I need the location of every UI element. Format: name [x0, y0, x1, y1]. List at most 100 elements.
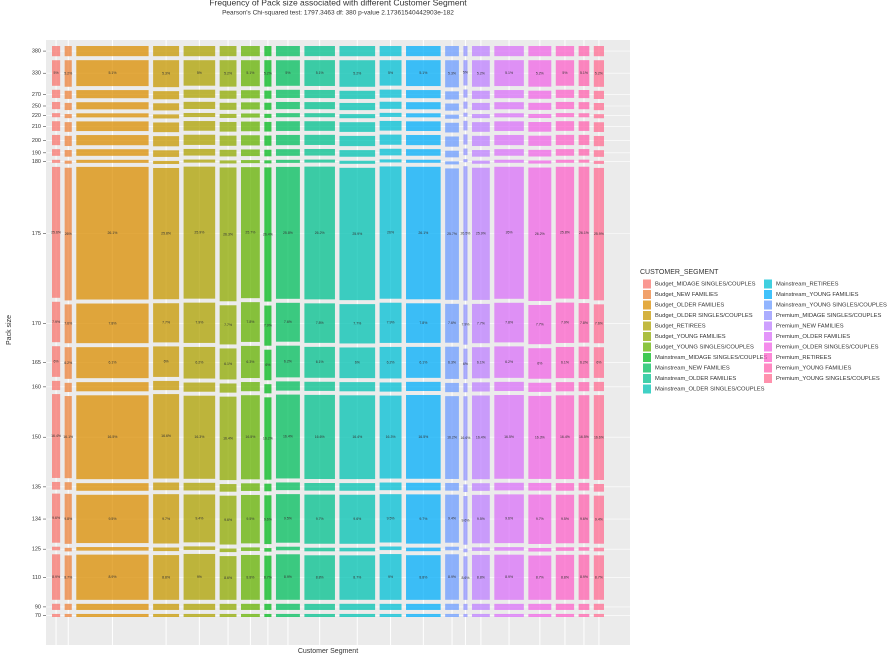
mosaic-cell: [379, 395, 402, 479]
cell-label: 25.9%: [594, 232, 604, 236]
mosaic-cell: [578, 102, 590, 110]
mosaic-cell: [593, 347, 604, 378]
mosaic-cell: [52, 134, 61, 146]
cell-label: 9.8%: [64, 517, 72, 521]
mosaic-cell: [445, 168, 459, 300]
mosaic-cell: [275, 101, 300, 110]
legend-swatch: [764, 321, 772, 331]
cell-label: 8.9%: [284, 575, 292, 579]
mosaic-cell: [578, 113, 590, 118]
mosaic-cell: [578, 134, 590, 146]
mosaic-cell: [463, 159, 468, 163]
mosaic-cell: [52, 101, 61, 110]
mosaic-cell: [264, 305, 272, 346]
legend-swatch: [643, 363, 651, 373]
cell-label: 26.3%: [223, 232, 233, 236]
mosaic-cell: [463, 396, 468, 481]
mosaic-cell: [528, 113, 552, 119]
cell-label: 5.2%: [224, 71, 232, 75]
cell-label: 16.5%: [504, 435, 514, 439]
y-axis-label: Pack size: [6, 315, 13, 345]
mosaic-cell: [339, 160, 376, 164]
cell-label: 25.9%: [194, 231, 204, 235]
mosaic-cell: [528, 348, 552, 379]
mosaic-cell: [183, 395, 216, 479]
mosaic-cell: [240, 395, 260, 480]
cell-label: 8.7%: [264, 576, 272, 580]
mosaic-cell: [339, 395, 376, 480]
cell-label: 16.5%: [107, 435, 117, 439]
cell-label: 16.4%: [560, 435, 570, 439]
mosaic-cell: [240, 46, 260, 57]
mosaic-cell: [304, 134, 335, 145]
mosaic-cell: [379, 46, 402, 57]
cell-label: 16.6%: [315, 435, 325, 439]
mosaic-cell: [240, 167, 260, 299]
mosaic-cell: [76, 603, 149, 610]
cell-label: 26.1%: [418, 231, 428, 235]
mosaic-cell: [219, 484, 237, 492]
y-tick-label: 210: [32, 124, 41, 130]
mosaic-cell: [52, 149, 61, 156]
mosaic-cell: [471, 547, 490, 551]
legend-label: Budget_NEW FAMILIES: [655, 292, 718, 298]
mosaic-cell: [183, 148, 216, 156]
mosaic-cell: [304, 394, 335, 480]
cell-label: 16.5%: [418, 435, 428, 439]
mosaic-cell: [64, 382, 72, 393]
mosaic-cell: [471, 395, 490, 480]
mosaic-cell: [593, 603, 604, 610]
mosaic-cell: [240, 613, 260, 617]
mosaic-cell: [379, 603, 402, 610]
mosaic-cell: [275, 482, 300, 491]
cell-label: 8.8%: [162, 575, 170, 579]
mosaic-cell: [494, 494, 524, 544]
cell-label: 7.6%: [595, 322, 603, 326]
mosaic-cell: [555, 483, 575, 491]
mosaic-cell: [593, 114, 604, 119]
mosaic-cell: [153, 494, 180, 544]
mosaic-cell: [275, 46, 300, 57]
mosaic-cell: [183, 166, 216, 299]
mosaic-cell: [304, 555, 335, 600]
mosaic-cell: [406, 555, 441, 600]
mosaic-cell: [528, 122, 552, 132]
mosaic-cell: [183, 482, 216, 491]
y-tick-label: 134: [32, 517, 41, 523]
mosaic-cell: [153, 603, 180, 610]
mosaic-cell: [275, 381, 300, 391]
mosaic-cell: [494, 547, 524, 551]
mosaic-cell: [528, 555, 552, 600]
mosaic-cell: [304, 483, 335, 491]
cell-label: 6%: [265, 363, 270, 367]
cell-label: 7.9%: [264, 324, 272, 328]
cell-label: 7.6%: [448, 321, 456, 325]
mosaic-cell: [578, 303, 590, 343]
mosaic-cell: [76, 46, 149, 57]
mosaic-cell: [304, 89, 335, 99]
mosaic-cell: [471, 122, 490, 132]
mosaic-cell: [555, 613, 575, 617]
mosaic-cell: [471, 114, 490, 119]
legend-swatch: [643, 384, 651, 394]
mosaic-cell: [445, 46, 459, 57]
cell-label: 7.9%: [195, 321, 203, 325]
mosaic-cell: [528, 102, 552, 110]
mosaic-cell: [52, 546, 61, 551]
mosaic-cell: [528, 382, 552, 392]
mosaic-cell: [264, 121, 272, 132]
mosaic-cell: [240, 494, 260, 544]
legend-swatch: [643, 290, 651, 299]
mosaic-cell: [555, 159, 575, 163]
mosaic-cell: [219, 383, 237, 393]
mosaic-cell: [153, 555, 180, 600]
mosaic-cell: [264, 349, 272, 381]
mosaic-cell: [494, 302, 524, 343]
cell-label: 25.6%: [51, 230, 61, 234]
mosaic-cell: [64, 304, 72, 344]
mosaic-cell: [528, 160, 552, 164]
cell-label: 8.8%: [419, 575, 427, 579]
legend-swatch: [764, 300, 772, 310]
mosaic-cell: [240, 547, 260, 551]
cell-label: 7.8%: [246, 320, 254, 324]
